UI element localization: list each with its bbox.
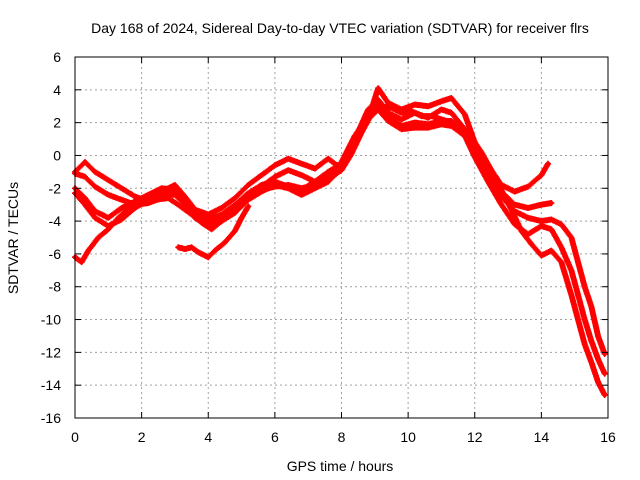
x-tick-label: 6 <box>271 429 279 445</box>
x-tick-label: 2 <box>138 429 146 445</box>
x-tick-label: 4 <box>204 429 212 445</box>
y-tick-label: -12 <box>41 344 61 360</box>
x-tick-label: 8 <box>338 429 346 445</box>
x-tick-label: 0 <box>71 429 79 445</box>
data-series <box>72 85 608 398</box>
series-5 <box>72 103 608 398</box>
y-tick-label: -16 <box>41 410 61 426</box>
y-tick-label: -4 <box>49 213 62 229</box>
y-tick-label: 2 <box>53 115 61 131</box>
x-tick-label: 12 <box>467 429 483 445</box>
x-tick-label: 14 <box>534 429 550 445</box>
y-tick-label: -6 <box>49 246 62 262</box>
x-axis-label: GPS time / hours <box>287 458 394 474</box>
y-axis-label: SDTVAR / TECUs <box>5 182 21 294</box>
chart-title: Day 168 of 2024, Sidereal Day-to-day VTE… <box>91 20 589 36</box>
x-tick-label: 10 <box>400 429 416 445</box>
y-tick-label: -10 <box>41 312 61 328</box>
y-tick-label: 4 <box>53 82 61 98</box>
y-tick-label: 0 <box>53 147 61 163</box>
grid-lines <box>75 57 608 418</box>
series-6 <box>175 203 252 261</box>
y-tick-label: -8 <box>49 279 62 295</box>
y-tick-label: -2 <box>49 180 62 196</box>
y-tick-label: 6 <box>53 49 61 65</box>
x-tick-label: 16 <box>600 429 616 445</box>
y-tick-label: -14 <box>41 377 61 393</box>
axis-ticks: 0 2 4 6 8 10 12 14 16 -16 -14 -12 -10 -8 -6 -4 -2 0 2 4 6 <box>41 49 616 445</box>
series-markers <box>175 203 252 261</box>
